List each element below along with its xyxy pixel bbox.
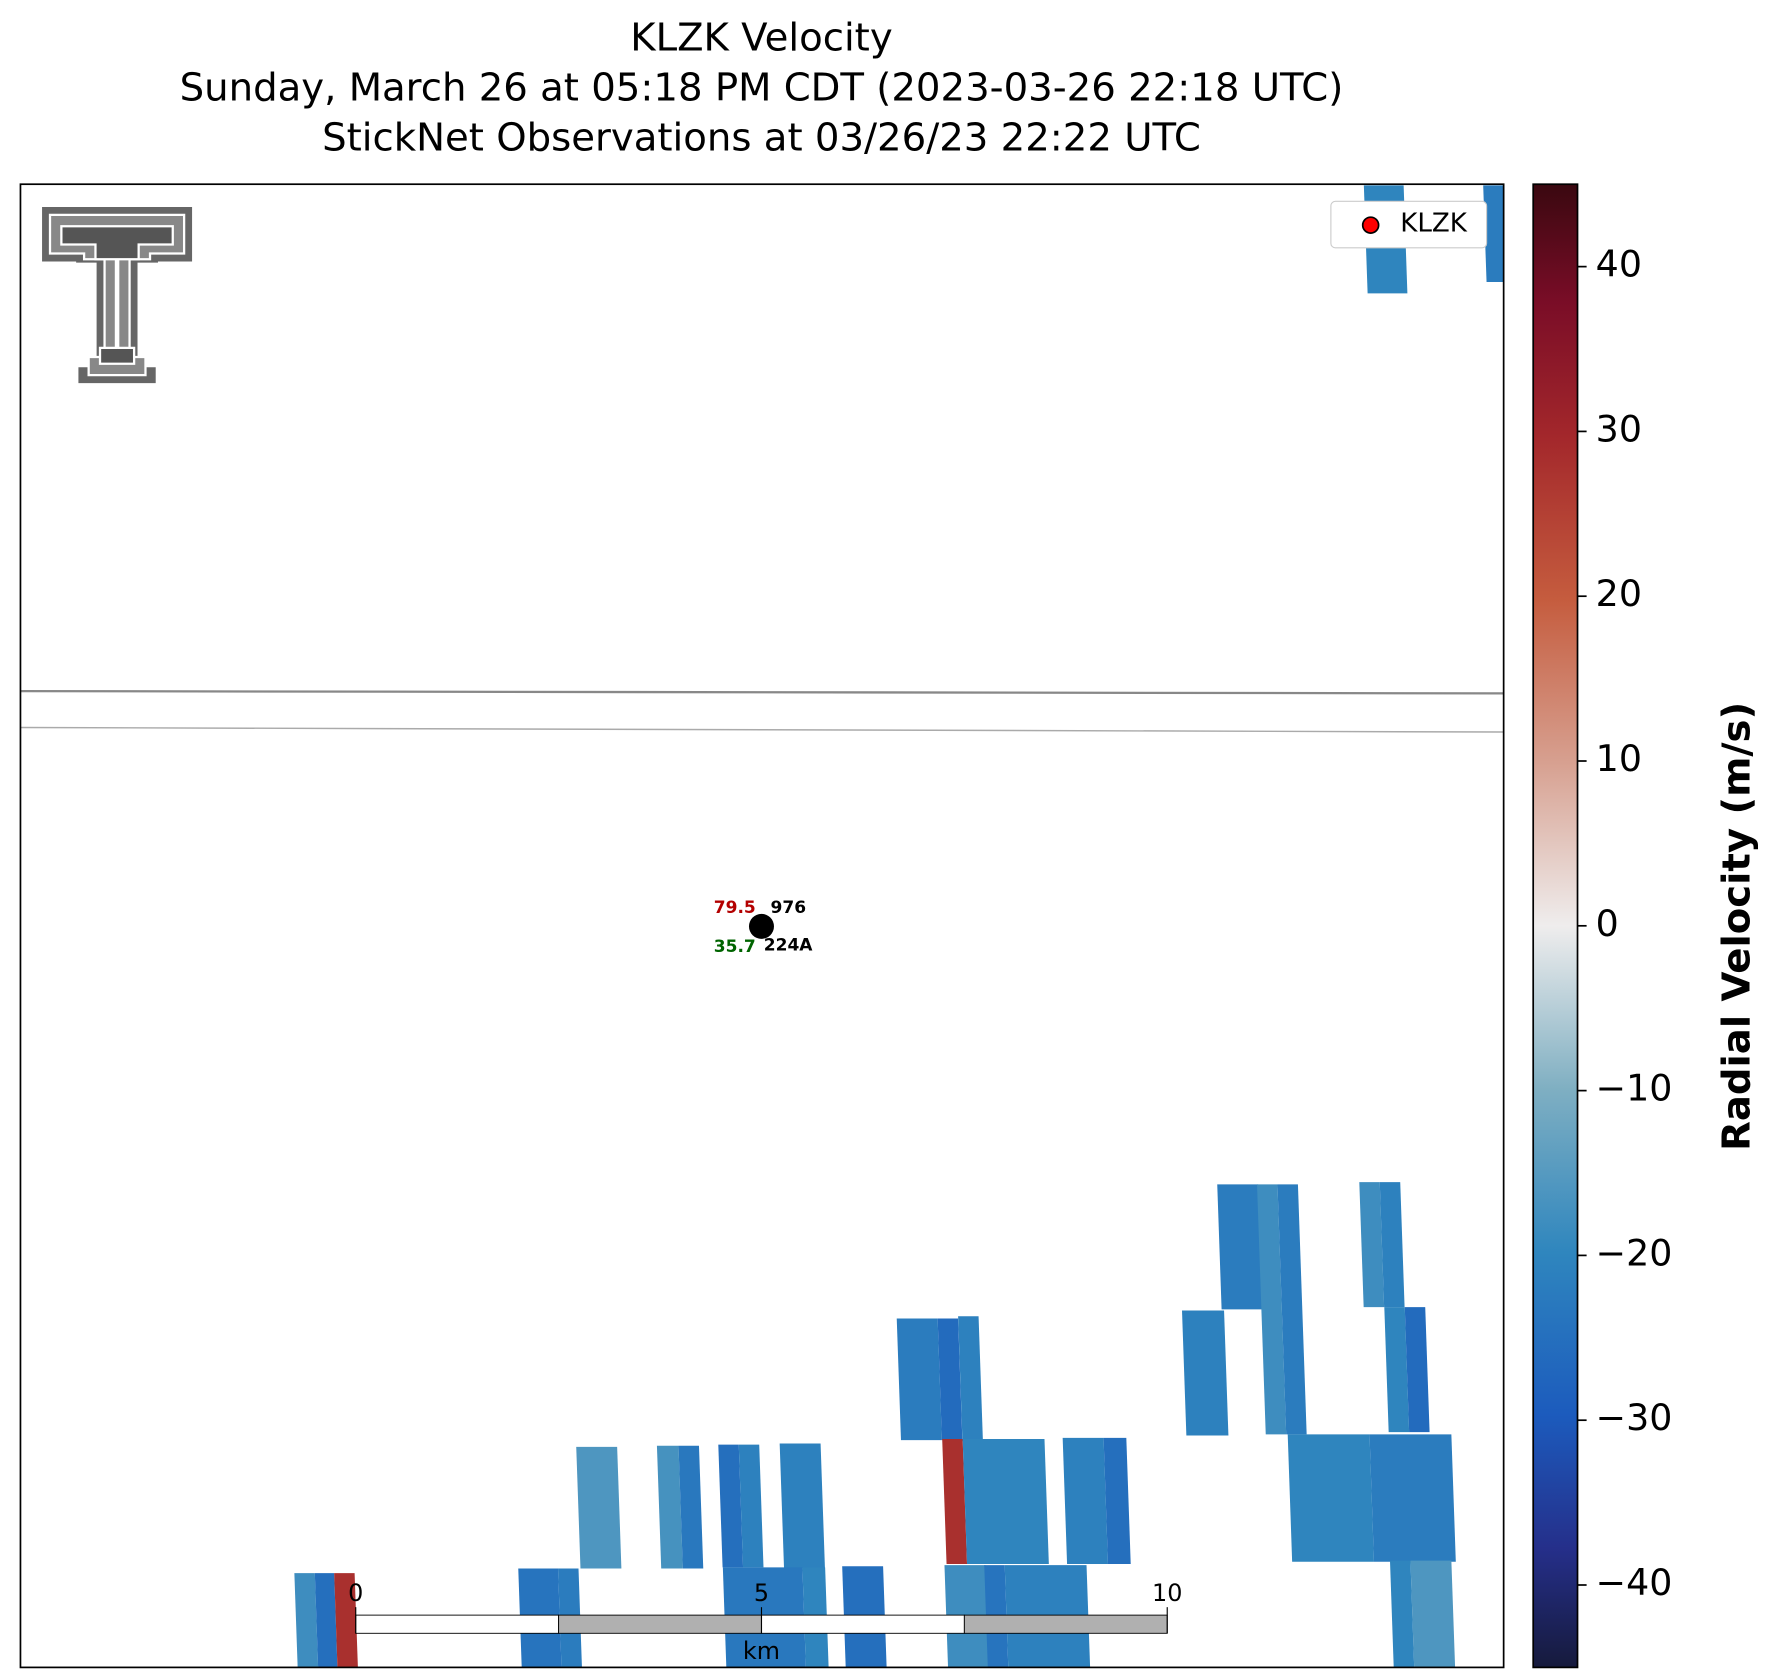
radar-gate [1257, 1184, 1287, 1435]
legend-label: KLZK [1400, 208, 1468, 238]
radar-gate [1410, 1560, 1456, 1668]
title-line: Sunday, March 26 at 05:18 PM CDT (2023-0… [180, 65, 1344, 110]
scale-segment [761, 1614, 965, 1634]
radar-gate [942, 1438, 968, 1564]
radar-gate [962, 1438, 1049, 1564]
station: 79.5 976 35.7 224A [714, 898, 814, 957]
road [20, 689, 1504, 695]
colorbar-tick-label: 10 [1596, 737, 1642, 780]
colorbar-tick-label: −40 [1596, 1561, 1673, 1604]
radar-gate [1483, 185, 1504, 282]
scale-segment [963, 1614, 1168, 1634]
radar-gate [958, 1316, 983, 1442]
radar-gate [314, 1573, 338, 1668]
radar-gate [1103, 1437, 1131, 1564]
radar-gate [1359, 1182, 1385, 1308]
radar-gate [1062, 1437, 1108, 1564]
radar-gate [1181, 1310, 1229, 1436]
radar-gate [738, 1444, 764, 1568]
radar-gate [1384, 1307, 1410, 1433]
radar-gate [334, 1573, 358, 1668]
colorbar-tick-label: −10 [1596, 1067, 1673, 1110]
scale-tick-label: 10 [1152, 1579, 1182, 1607]
colorbar-tick-label: 30 [1596, 407, 1642, 450]
radar-gate [1287, 1434, 1374, 1562]
radar-gate [896, 1318, 942, 1441]
logo [39, 204, 195, 386]
colorbar-axis: −40 −30 −20 −10 0 10 20 30 40 [1577, 243, 1673, 1604]
colorbar [1532, 183, 1579, 1669]
dewpoint: 35.7 [714, 937, 756, 957]
radar-gate [1379, 1182, 1405, 1308]
scale-segment [558, 1614, 762, 1634]
radar-gate [1369, 1434, 1456, 1562]
radar-gate [937, 1318, 963, 1441]
radar-gate [1404, 1307, 1430, 1433]
colorbar-tick-label: 20 [1596, 572, 1642, 615]
temperature: 79.5 [714, 898, 756, 918]
scale-unit: km [743, 1637, 780, 1665]
colorbar-tick-label: 40 [1596, 243, 1642, 286]
colorbar-label: Radial Velocity (m/s) [1714, 702, 1759, 1151]
station-id: 224A [764, 936, 814, 956]
legend: KLZK [1330, 200, 1488, 249]
radar-gate [1277, 1184, 1307, 1435]
scale-tick-label: 5 [754, 1579, 769, 1607]
radar-layer [294, 185, 1504, 1668]
colorbar-tick-label: −20 [1596, 1231, 1673, 1274]
road [20, 726, 1504, 733]
scale-segment [355, 1614, 560, 1634]
station-dot [748, 913, 774, 939]
radar-gate [1217, 1184, 1263, 1310]
radar-gate [1389, 1560, 1415, 1668]
scale-bar: km 0 5 10 [348, 1579, 1182, 1665]
pressure: 976 [771, 898, 807, 918]
radar-gate [294, 1573, 319, 1668]
radar-gate [678, 1445, 704, 1569]
radar-gate [779, 1443, 825, 1569]
radar-gate [718, 1444, 744, 1568]
legend-marker [1361, 216, 1380, 234]
radar-gate [656, 1445, 683, 1569]
legend-box [1330, 200, 1488, 249]
colorbar-tick-label: −30 [1596, 1396, 1673, 1439]
title-line: KLZK Velocity [630, 15, 892, 60]
colorbar-tick-label: 0 [1596, 902, 1619, 945]
map-frame [19, 183, 1505, 1669]
scale-tick-label: 0 [348, 1579, 363, 1607]
title-line: StickNet Observations at 03/26/23 22:22 … [322, 115, 1201, 160]
radar-gate [576, 1446, 622, 1569]
